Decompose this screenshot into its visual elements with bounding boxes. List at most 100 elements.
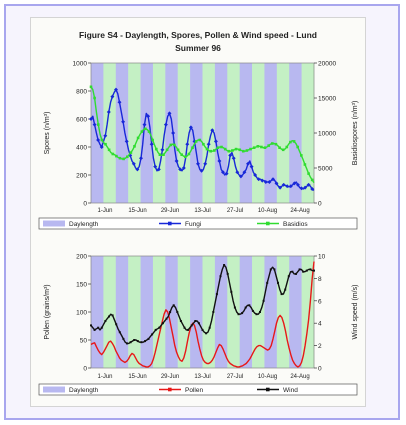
data-point-wind [136, 340, 139, 343]
data-point-wind [273, 268, 276, 271]
daylength-band [190, 63, 203, 203]
data-point-fungi [103, 133, 108, 138]
data-point-fungi [249, 164, 254, 169]
data-point-fungi [135, 167, 140, 172]
data-point-fungi [185, 142, 190, 147]
data-point-wind [208, 326, 211, 329]
y2-axis-label: Wind speed (m/s) [352, 285, 359, 340]
data-point-fungi [142, 122, 147, 127]
y2-axis-label: Basidiospores (n/m³) [352, 101, 359, 166]
daylength-band [276, 63, 290, 203]
y2-tick-label: 10000 [318, 131, 336, 138]
data-point-wind [298, 268, 301, 271]
data-point-fungi [117, 100, 122, 105]
daylength-band [103, 256, 117, 368]
data-point-basidios [252, 146, 256, 149]
data-point-wind [269, 268, 272, 271]
y-tick-label: 600 [76, 117, 87, 124]
data-point-wind [215, 293, 218, 296]
data-point-wind [118, 331, 121, 334]
data-point-basidios [93, 96, 96, 100]
data-point-basidios [271, 142, 274, 145]
daylength-band [140, 256, 154, 368]
data-point-fungi [114, 87, 118, 92]
daylength-band [214, 256, 228, 368]
x-tick-label: 15-Jun [128, 374, 146, 380]
data-point-fungi [285, 184, 290, 189]
data-point-wind [190, 324, 193, 327]
data-point-basidios [300, 154, 303, 157]
data-point-basidios [278, 146, 281, 149]
figure-svg: Figure S4 - Daylength, Spores, Pollen & … [38, 30, 359, 396]
data-point-fungi [163, 122, 168, 127]
data-point-fungi [221, 170, 225, 175]
data-point-basidios [133, 145, 136, 148]
data-point-basidios [126, 155, 129, 159]
y-tick-label: 200 [76, 173, 87, 180]
x-tick-label: 13-Jul [194, 374, 210, 380]
data-point-fungi [228, 153, 233, 158]
figure-title-line1: Figure S4 - Daylength, Spores, Pollen & … [79, 30, 317, 40]
legend-label: Pollen [185, 387, 203, 394]
data-point-fungi [188, 125, 193, 130]
daylength-band [276, 256, 290, 368]
data-point-wind [266, 281, 269, 284]
data-point-wind [280, 293, 283, 296]
data-point-basidios [223, 147, 227, 151]
data-point-basidios [104, 142, 107, 146]
data-point-fungi [217, 159, 222, 163]
x-tick-label: 24-Aug [290, 208, 309, 214]
data-point-basidios [97, 123, 100, 126]
daylength-band [301, 63, 315, 203]
legend-box [38, 383, 358, 396]
data-point-wind [183, 326, 186, 329]
data-point-basidios [155, 147, 158, 151]
data-point-wind [291, 270, 294, 273]
data-point-basidios [227, 149, 231, 153]
data-point-fungi [278, 185, 283, 190]
daylength-band [264, 63, 278, 203]
data-point-basidios [205, 147, 209, 151]
x-tick-label: 27-Jul [227, 208, 243, 214]
data-point-basidios [209, 149, 212, 153]
data-point-wind [144, 340, 146, 343]
data-point-basidios [307, 172, 310, 175]
data-point-basidios [292, 140, 296, 143]
daylength-band [202, 256, 216, 368]
daylength-band [239, 63, 253, 203]
daylength-band [152, 256, 166, 368]
data-point-fungi [146, 114, 151, 119]
data-point-wind [187, 328, 190, 331]
data-point-wind [133, 339, 136, 341]
data-point-basidios [144, 127, 147, 131]
data-point-wind [197, 322, 200, 325]
data-point-wind [111, 314, 114, 317]
daylength-band [239, 256, 253, 368]
data-point-basidios [158, 153, 162, 156]
daylength-band [115, 256, 129, 368]
data-point-wind [230, 290, 233, 293]
y-tick-label: 400 [76, 145, 87, 152]
daylength-band [289, 63, 302, 203]
legend-marker-pollen [168, 387, 172, 392]
y-tick-label: 100 [76, 310, 87, 317]
data-point-wind [302, 270, 305, 273]
y-tick-label: 800 [76, 89, 87, 96]
data-point-basidios [173, 143, 176, 147]
data-point-basidios [242, 149, 245, 153]
data-point-basidios [191, 146, 194, 149]
data-point-basidios [216, 146, 220, 149]
data-point-basidios [136, 136, 140, 140]
data-point-basidios [180, 153, 183, 156]
x-tick-label: 29-Jun [161, 208, 179, 214]
y2-tick-label: 6 [318, 298, 322, 305]
daylength-band [214, 63, 228, 203]
data-point-wind [212, 311, 215, 313]
x-tick-label: 1-Jun [97, 208, 112, 214]
y2-tick-label: 8 [318, 276, 322, 283]
y-tick-label: 50 [80, 338, 88, 345]
x-tick-label: 24-Aug [290, 374, 309, 380]
data-point-basidios [100, 138, 104, 142]
data-point-fungi [235, 170, 240, 175]
figure-frame: Figure S4 - Daylength, Spores, Pollen & … [4, 4, 400, 420]
